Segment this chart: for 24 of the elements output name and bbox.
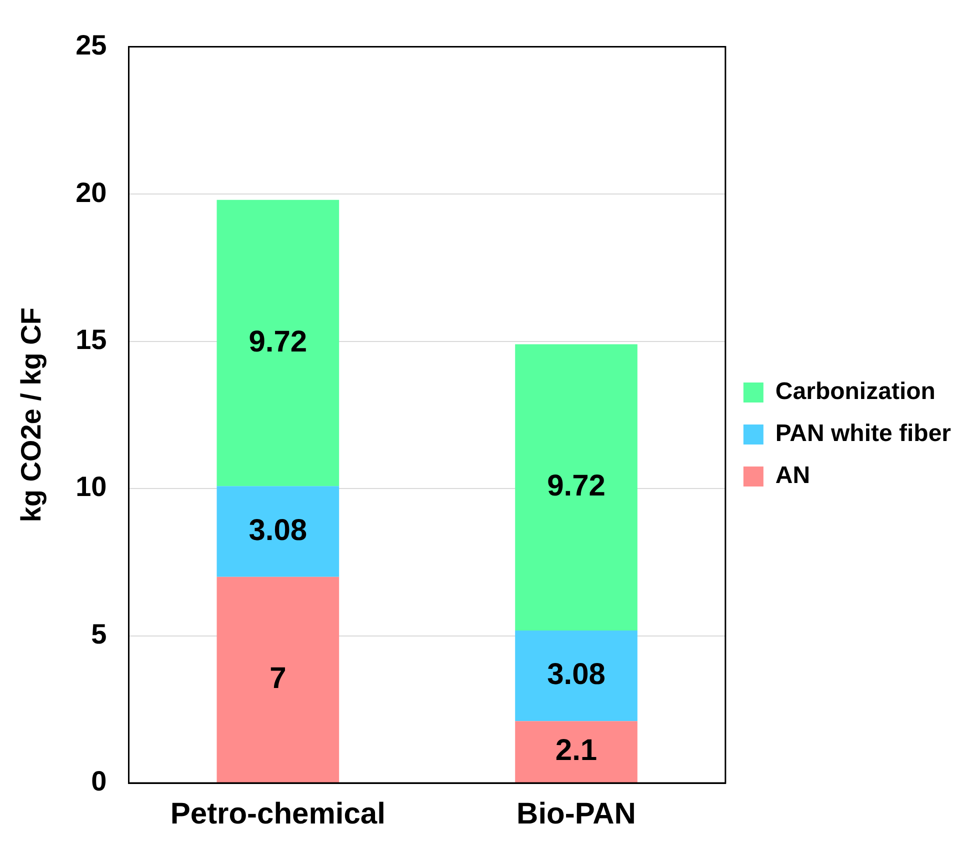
x-tick-label: Petro-chemical xyxy=(170,797,386,830)
y-axis-title: kg CO2e / kg CF xyxy=(16,308,47,522)
y-tick-label: 25 xyxy=(76,30,107,61)
data-label: 3.08 xyxy=(547,658,606,692)
y-tick-label: 5 xyxy=(91,618,107,650)
bar xyxy=(216,200,340,486)
bar xyxy=(515,721,638,782)
data-label: 9.72 xyxy=(547,470,606,503)
data-label: 3.08 xyxy=(248,514,308,547)
legend-label: PAN white fiber xyxy=(775,420,952,448)
bar xyxy=(515,344,638,630)
y-tick-label: 0 xyxy=(91,766,107,797)
y-tick-label: 20 xyxy=(76,176,107,208)
y-tick-label: 15 xyxy=(76,324,107,355)
data-label: 9.72 xyxy=(248,325,308,358)
bar xyxy=(515,630,638,722)
bar xyxy=(216,486,340,577)
data-label: 7 xyxy=(270,662,286,695)
legend-label: AN xyxy=(775,462,810,490)
y-tick-label: 10 xyxy=(76,471,107,502)
legend-label: Carbonization xyxy=(775,378,936,406)
data-label: 2.1 xyxy=(555,734,598,768)
bar xyxy=(216,576,340,782)
x-tick-label: Bio-PAN xyxy=(516,797,636,830)
